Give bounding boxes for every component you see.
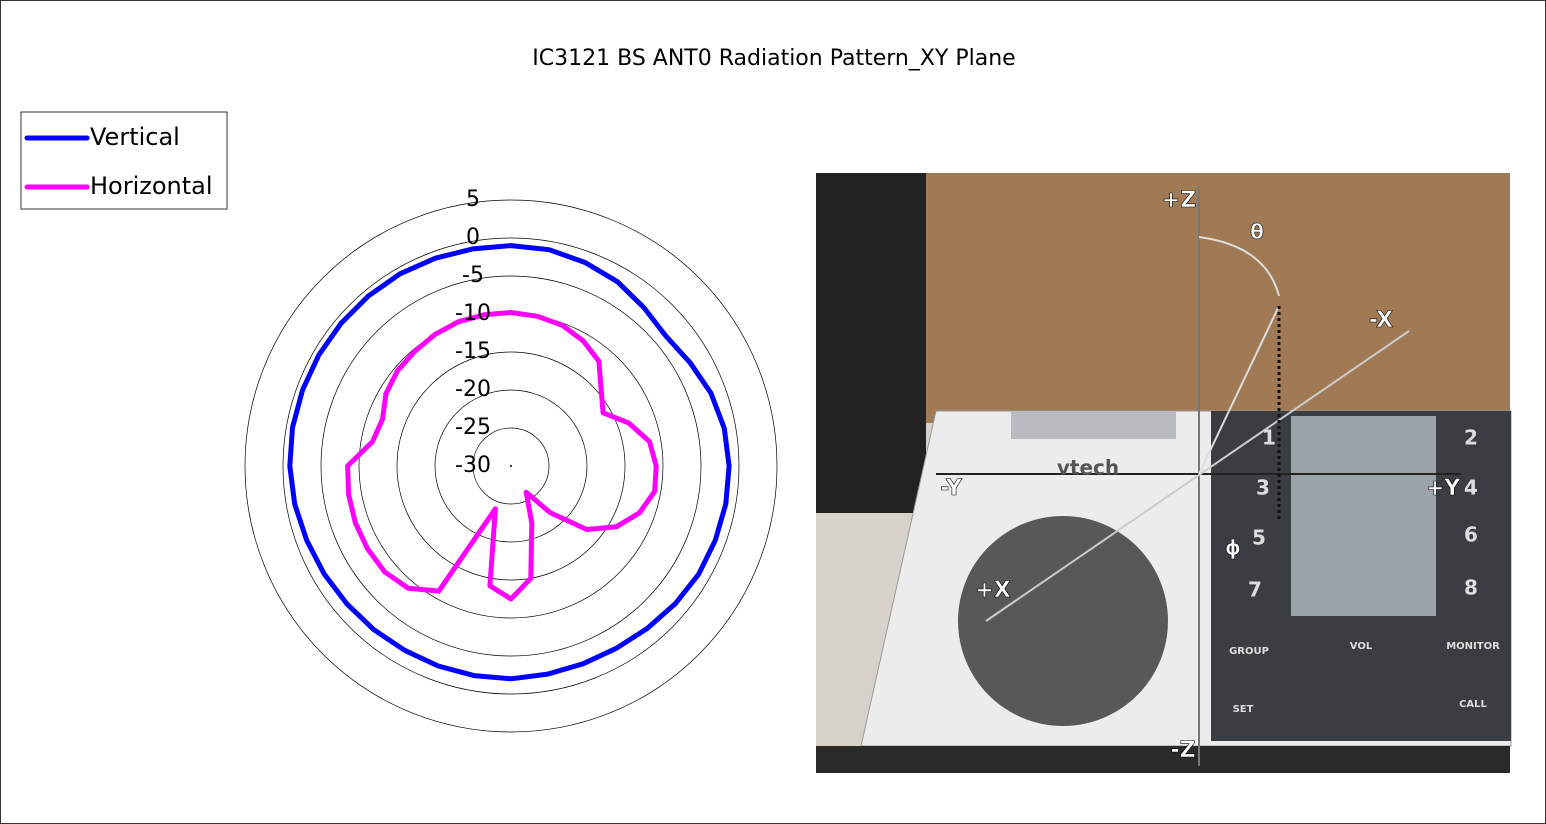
- photo-label: VOL: [1350, 641, 1373, 652]
- r-tick-label: 0: [466, 225, 480, 250]
- photo-label: +Y: [1426, 476, 1461, 501]
- r-tick-label: 5: [466, 187, 480, 212]
- r-tick-label: -20: [455, 377, 491, 402]
- page: IC3121 BS ANT0 Radiation Pattern_XY Plan…: [0, 0, 1546, 824]
- photo: [816, 173, 1511, 773]
- legend-label: Vertical: [90, 123, 180, 151]
- photo-label: 2: [1464, 426, 1478, 450]
- photo-label: ϕ: [1225, 536, 1241, 560]
- legend-label: Horizontal: [90, 172, 213, 200]
- chart: IC3121 BS ANT0 Radiation Pattern_XY Plan…: [1, 1, 1545, 823]
- chart-title: IC3121 BS ANT0 Radiation Pattern_XY Plan…: [532, 46, 1015, 71]
- photo-label: -Y: [940, 476, 963, 501]
- photo-label: 7: [1248, 578, 1262, 602]
- photo-label: 4: [1464, 476, 1478, 500]
- grid-ring: [510, 465, 512, 467]
- series-line: [348, 313, 657, 600]
- r-tick-label: -30: [455, 453, 491, 478]
- r-tick-label: -15: [455, 339, 491, 364]
- r-tick-label: -10: [455, 301, 491, 326]
- r-tick-label: -5: [462, 263, 484, 288]
- photo-label: vtech: [1057, 456, 1119, 480]
- photo-label: SET: [1233, 704, 1254, 715]
- photo-label: 6: [1464, 523, 1478, 547]
- photo-label: 3: [1256, 476, 1270, 500]
- photo-label: +X: [975, 578, 1010, 603]
- photo-label: MONITOR: [1446, 641, 1500, 652]
- photo-label: CALL: [1459, 699, 1487, 710]
- photo-label: -X: [1369, 308, 1393, 333]
- photo-label: GROUP: [1229, 646, 1269, 657]
- photo-label: 8: [1464, 576, 1478, 600]
- photo-label: θ: [1250, 220, 1264, 244]
- r-tick-label: -25: [455, 415, 491, 440]
- photo-label: -Z: [1170, 738, 1195, 763]
- photo-label: 5: [1252, 526, 1266, 550]
- photo-label: +Z: [1162, 188, 1196, 213]
- photo-label: 1: [1262, 426, 1276, 450]
